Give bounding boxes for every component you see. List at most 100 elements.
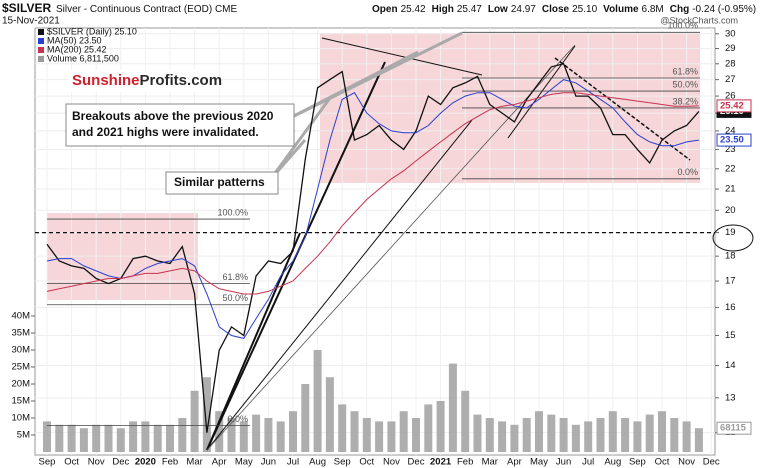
volume-bar (104, 424, 113, 452)
date: 15-Nov-2021 (2, 16, 60, 27)
legend-swatch (38, 47, 44, 53)
legend-label: MA(200) 25.42 (47, 44, 107, 54)
y-tick-label: 13 (725, 392, 736, 403)
volume-bar (448, 363, 457, 452)
volume-bar (55, 424, 64, 452)
quote-value: 24.97 (511, 4, 536, 15)
y-tick-label: 24 (725, 125, 736, 136)
x-tick-label: Jun (556, 457, 571, 468)
trend-line (554, 57, 691, 161)
volume-bar (92, 424, 101, 452)
quote-value: -0.24 (-0.95%) (692, 4, 756, 15)
quote-label: Chg (670, 4, 689, 15)
y-tick-label: 15 (725, 330, 736, 341)
y2-tick-label: 5M (17, 430, 30, 441)
price-line (46, 63, 700, 433)
volume-bar (350, 411, 359, 452)
x-tick-label: 2020 (135, 457, 156, 468)
quote: Open 25.42 High 25.47 Low 24.97 Close 25.10 Volu… (372, 4, 756, 15)
x-tick-label: Nov (678, 457, 695, 468)
volume-bar (178, 418, 187, 452)
y2-tick-label: 30M (12, 345, 31, 356)
y-tick-label: 14 (725, 360, 736, 371)
volume-bar (153, 424, 162, 452)
volume-bar (301, 384, 310, 452)
x-tick-label: Nov (383, 457, 400, 468)
layer: 100.0% 61.8% 50.0% 38.2% 0.0% 100.0% 61.8% 50.0… (46, 21, 700, 433)
fib-label: 61.8% (672, 66, 698, 76)
volume-bar (387, 421, 396, 452)
x-tick-label: Nov (88, 457, 105, 468)
fib-label: 50.0% (672, 79, 698, 89)
trend-line (321, 37, 483, 76)
volume-bar (645, 414, 654, 452)
pointer (291, 50, 419, 119)
volume-bar (522, 418, 531, 452)
x-tick-label: Feb (162, 457, 178, 468)
volume-bar (412, 418, 420, 452)
x-tick-label: 2021 (430, 457, 452, 468)
y-tick-label: 23 (725, 144, 736, 155)
symbol: $SILVER (2, 1, 51, 15)
y-tick-label: 29 (725, 43, 736, 54)
y2-tick-label: 20M (12, 379, 31, 390)
x-tick-label: Dec (408, 457, 425, 468)
logo: SunshineProfits.com (72, 72, 222, 89)
volume-bar (338, 404, 347, 452)
highlight-ellipse (712, 224, 754, 252)
legend-label: Volume 6,811,500 (47, 53, 119, 63)
volume-bar (559, 418, 568, 452)
volume-bar (313, 350, 322, 452)
x-tick-label: Aug (604, 457, 621, 468)
volume-bar (252, 414, 261, 452)
legend-label: $SILVER (Daily) 25.10 (47, 26, 137, 36)
x-tick-label: Mar (482, 457, 498, 468)
logo-box (68, 70, 216, 92)
volume-bar (424, 404, 433, 452)
x-tick-label: Jul (582, 457, 594, 468)
legend-swatch (38, 56, 44, 62)
volume-bar (202, 377, 211, 452)
volume-bar (682, 421, 691, 452)
x-tick-label: Apr (212, 457, 227, 468)
end-tag: 25.42 (716, 99, 752, 113)
volume-bar (658, 411, 666, 452)
volume-bar (633, 421, 642, 452)
y2-tick-label: 40M (12, 311, 31, 322)
annotation: and 2021 highs were invalidated. (72, 125, 259, 139)
x-tick-label: Dec (112, 457, 129, 468)
fib-label: 0.0% (227, 414, 248, 424)
end-tag-label: 68115 (720, 423, 747, 434)
logo-part: Sunshine (72, 72, 140, 89)
quote-value: 25.47 (457, 4, 482, 15)
y-tick-label: 27 (725, 74, 736, 85)
exchange: CME (215, 4, 238, 15)
quote-value: 25.42 (401, 4, 426, 15)
source: @StockCharts.com (660, 15, 738, 25)
volume-bar (276, 421, 285, 452)
instrument: Silver - Continuous Contract (EOD) CME (56, 4, 238, 15)
volume-bar (79, 428, 88, 452)
annotation-box (165, 171, 279, 195)
x-tick-label: Apr (507, 457, 522, 468)
volume-bar (215, 411, 224, 452)
quote-label: Volume (603, 4, 639, 15)
volume-bar (498, 421, 507, 452)
y-tick-label: 20 (725, 205, 736, 216)
volume-bar (535, 411, 543, 452)
y2-tick-label: 10M (12, 413, 31, 424)
instrument-name: Silver - Continuous Contract (EOD) (56, 4, 212, 15)
y-tick-label: 26 (725, 91, 736, 102)
end-tag: 68115 (716, 421, 752, 435)
volume-bar (473, 414, 482, 452)
fib-label: 100.0% (667, 21, 698, 31)
y-tick-label: 28 (725, 58, 736, 69)
y-tick-label: 21 (725, 184, 736, 195)
quote-value: 25.10 (572, 4, 597, 15)
y-tick-label: 22 (725, 163, 736, 174)
y-tick-label: 17 (725, 276, 736, 287)
quote-label: High (432, 4, 454, 15)
x-tick-label: Feb (457, 457, 473, 468)
y-tick-label: 19 (725, 227, 736, 238)
